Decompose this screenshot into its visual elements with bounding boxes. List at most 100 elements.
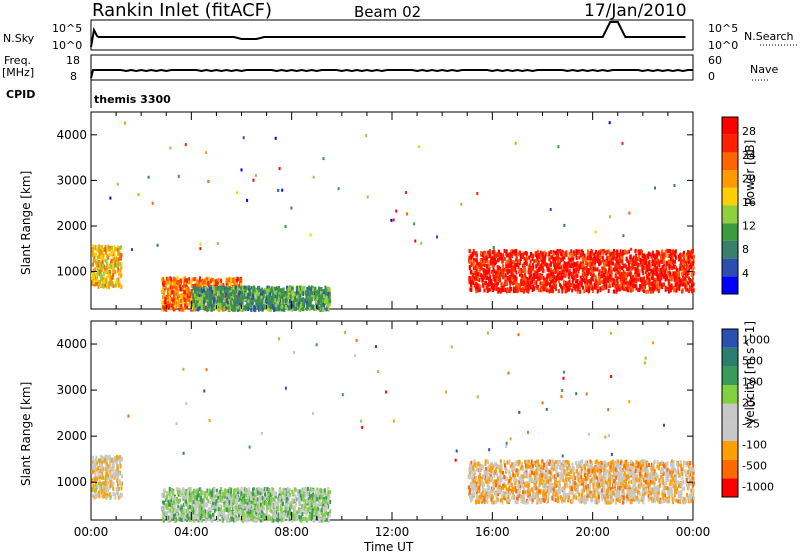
echo-cell <box>686 271 689 276</box>
echo-cell <box>99 465 102 470</box>
echo-cell <box>532 263 535 268</box>
echo-cell <box>484 269 487 274</box>
echo-cell <box>169 146 172 150</box>
echo-cell <box>514 141 517 145</box>
echo-cell <box>246 198 249 202</box>
echo-cell <box>182 502 185 507</box>
echo-cell <box>672 259 674 264</box>
echo-cell <box>483 281 486 286</box>
echo-cell <box>302 302 305 307</box>
echo-cell <box>658 251 661 256</box>
echo-cell <box>187 286 190 291</box>
echo-cell <box>229 280 232 285</box>
echo-cell <box>183 298 186 303</box>
echo-cell <box>607 276 610 281</box>
echo-cell <box>262 300 265 304</box>
echo-cell <box>104 458 106 463</box>
echo-cell <box>586 262 589 267</box>
echo-cell <box>95 455 98 460</box>
echo-cell <box>216 501 219 506</box>
echo-cell <box>101 260 104 265</box>
echo-cell <box>117 486 120 491</box>
echo-cell <box>194 277 197 281</box>
echo-cell <box>631 278 634 283</box>
echo-cell <box>631 287 634 292</box>
echo-cell <box>500 287 503 292</box>
echo-cell <box>606 250 609 255</box>
echo-cell <box>302 503 305 508</box>
echo-cell <box>248 290 251 295</box>
echo-cell <box>623 249 626 254</box>
echo-cell <box>563 286 566 290</box>
echo-cell <box>247 307 250 311</box>
echo-cell <box>200 511 202 516</box>
echo-cell <box>525 254 528 259</box>
echo-cell <box>582 285 584 290</box>
echo-cell <box>626 267 629 271</box>
echo-cell <box>110 245 113 250</box>
echo-cell <box>629 287 632 292</box>
echo-cell <box>205 295 208 300</box>
echo-cell <box>591 286 594 291</box>
echo-cell <box>472 266 475 271</box>
echo-cell <box>190 283 193 288</box>
echo-cell <box>651 276 654 281</box>
echo-cell <box>92 493 94 498</box>
echo-cell <box>238 497 240 502</box>
echo-cell <box>508 264 511 269</box>
echo-cell <box>106 253 109 258</box>
echo-cell <box>515 255 518 260</box>
echo-cell <box>105 279 108 284</box>
echo-cell <box>183 284 185 288</box>
echo-cell <box>523 279 526 284</box>
echo-cell <box>544 277 547 282</box>
echo-cell <box>166 295 169 300</box>
echo-cell <box>500 271 503 276</box>
echo-cell <box>567 286 570 291</box>
echo-cell <box>645 260 648 265</box>
echo-cell <box>241 301 244 306</box>
x-axis-label: Time UT <box>364 540 414 554</box>
echo-cell <box>295 290 298 295</box>
echo-cell <box>525 278 528 283</box>
echo-cell <box>234 493 237 498</box>
echo-cell <box>282 290 285 295</box>
echo-cell <box>120 457 123 462</box>
echo-cell <box>564 289 567 294</box>
echo-cell <box>282 498 285 503</box>
echo-cell <box>328 294 331 299</box>
echo-cell <box>253 487 256 492</box>
echo-cell <box>109 480 112 485</box>
echo-cell <box>591 289 594 294</box>
echo-cell <box>237 304 240 309</box>
echo-cell <box>97 255 100 260</box>
echo-cell <box>241 295 244 299</box>
echo-cell <box>92 484 95 488</box>
echo-cell <box>620 255 623 260</box>
echo-cell <box>214 279 217 284</box>
echo-cell <box>183 300 186 305</box>
echo-cell <box>167 290 170 295</box>
echo-cell <box>164 297 167 302</box>
echo-cell <box>576 250 579 255</box>
echo-cell <box>619 272 622 277</box>
echo-cell <box>688 251 691 255</box>
echo-cell <box>274 291 277 295</box>
echo-cell <box>221 289 224 293</box>
echo-cell <box>499 278 502 283</box>
echo-cell <box>548 289 551 294</box>
echo-cell <box>207 298 210 303</box>
echo-cell <box>650 272 653 277</box>
echo-cell <box>323 299 326 304</box>
colorbar-tick-label: 16 <box>742 196 756 209</box>
echo-cell <box>525 258 527 263</box>
echo-cell <box>650 289 653 294</box>
echo-cell <box>592 259 595 264</box>
echo-cell <box>552 257 555 262</box>
echo-cell <box>675 288 678 293</box>
echo-cell <box>275 286 278 291</box>
echo-cell <box>589 277 592 282</box>
echo-cell <box>219 302 222 307</box>
echo-cell <box>104 270 107 275</box>
echo-cell <box>572 250 575 255</box>
